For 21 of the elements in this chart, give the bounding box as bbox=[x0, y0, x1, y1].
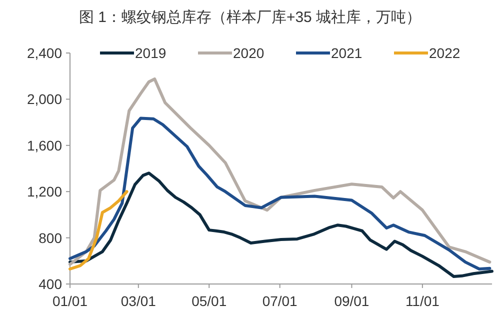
chart-title: 图 1：螺纹钢总库存（样本厂库+35 城社库，万吨） bbox=[78, 9, 422, 26]
y-tick-label: 400 bbox=[38, 276, 62, 292]
x-tick-label: 03/01 bbox=[120, 293, 156, 309]
line-series bbox=[68, 77, 492, 266]
line-series bbox=[68, 190, 128, 270]
legend-label: 2019 bbox=[135, 45, 166, 61]
x-tick-label: 09/01 bbox=[334, 293, 370, 309]
y-tick-label: 2,400 bbox=[26, 45, 62, 61]
x-tick-label: 11/01 bbox=[405, 293, 440, 309]
line-series bbox=[68, 116, 492, 270]
legend-label: 2020 bbox=[233, 45, 264, 61]
legend-label: 2022 bbox=[429, 45, 460, 61]
x-tick-label: 05/01 bbox=[192, 293, 227, 309]
y-tick-label: 800 bbox=[38, 230, 62, 246]
x-tick-label: 07/01 bbox=[262, 293, 298, 309]
y-tick-label: 2,000 bbox=[26, 91, 62, 108]
y-tick-label: 1,200 bbox=[26, 184, 62, 200]
line-series bbox=[68, 172, 494, 278]
x-tick-label: 01/01 bbox=[52, 293, 88, 309]
y-tick-label: 1,600 bbox=[26, 137, 62, 154]
legend-label: 2021 bbox=[331, 45, 362, 61]
